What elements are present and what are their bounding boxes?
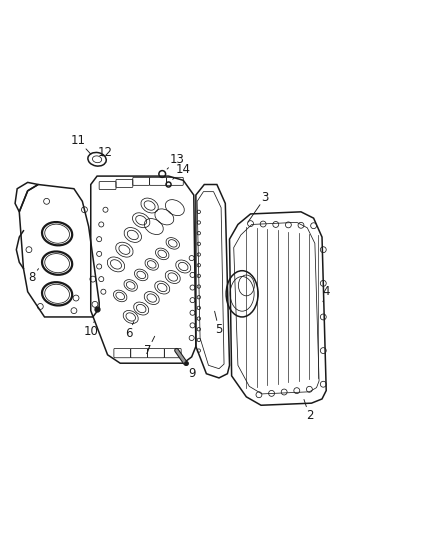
Text: 14: 14 (173, 163, 191, 179)
Text: 9: 9 (185, 363, 195, 380)
Text: 2: 2 (304, 400, 313, 422)
Text: 4: 4 (322, 285, 330, 302)
Text: 7: 7 (144, 336, 155, 357)
Text: 10: 10 (83, 322, 98, 338)
Text: 12: 12 (98, 147, 113, 159)
Text: 6: 6 (125, 321, 134, 340)
Text: 11: 11 (71, 134, 91, 154)
Text: 8: 8 (28, 269, 39, 284)
Text: 3: 3 (248, 191, 269, 222)
Text: 5: 5 (215, 311, 223, 336)
Text: 13: 13 (167, 153, 184, 169)
